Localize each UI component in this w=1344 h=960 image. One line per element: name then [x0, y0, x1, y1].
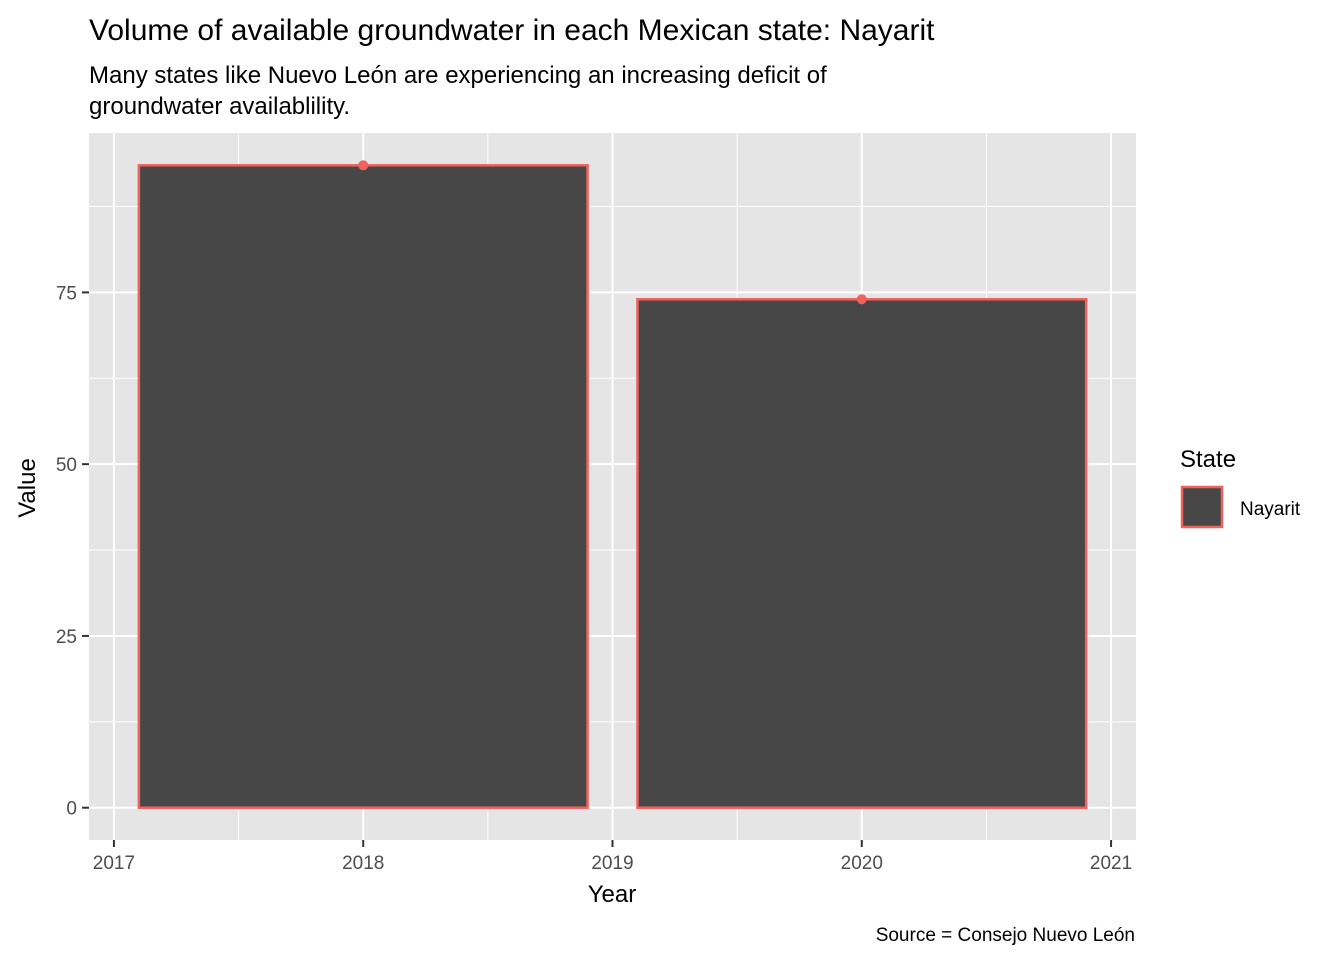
legend-title: State [1180, 446, 1236, 473]
chart-subtitle-line-2: groundwater availablility. [89, 93, 350, 120]
y-tick-label-25: 25 [56, 627, 77, 648]
x-tick-label-2017: 2017 [93, 853, 135, 874]
bar-2020 [636, 298, 1088, 809]
point-2020 [856, 294, 867, 305]
y-tick-label-0: 0 [66, 799, 77, 820]
legend-label-nayarit: Nayarit [1240, 499, 1301, 520]
x-tick-label-2021: 2021 [1090, 853, 1132, 874]
x-axis-title: Year [588, 881, 637, 908]
y-tick-label-50: 50 [56, 455, 77, 476]
bar-2018 [137, 164, 589, 809]
legend: State Nayarit [1180, 446, 1301, 529]
chart-title: Volume of available groundwater in each … [89, 14, 935, 47]
x-axis: 2017 2018 2019 2020 2021 [93, 840, 1132, 874]
point-2018 [358, 160, 369, 171]
legend-key-nayarit [1180, 485, 1224, 529]
x-tick-label-2019: 2019 [591, 853, 633, 874]
chart-caption: Source = Consejo Nuevo León [876, 925, 1135, 946]
x-tick-label-2018: 2018 [342, 853, 384, 874]
points [358, 160, 867, 305]
chart-subtitle-line-1: Many states like Nuevo León are experien… [89, 62, 827, 89]
y-axis-title: Value [14, 458, 41, 518]
y-tick-label-75: 75 [56, 283, 77, 304]
x-tick-label-2020: 2020 [841, 853, 883, 874]
y-axis: 0 25 50 75 [56, 283, 89, 820]
bars [137, 164, 1088, 809]
